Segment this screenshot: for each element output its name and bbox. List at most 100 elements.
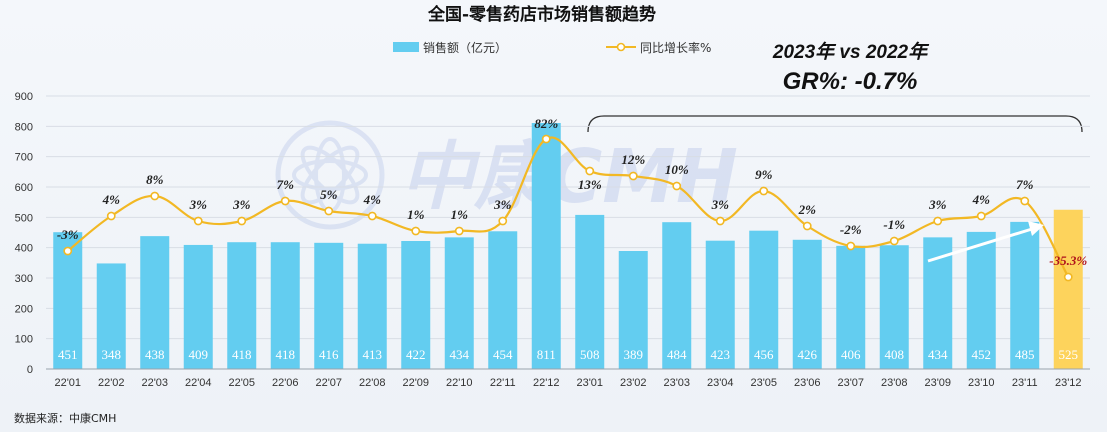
growth-label: 4% [363, 192, 382, 207]
growth-point-22'12 [541, 134, 551, 144]
bar-value-label: 434 [928, 347, 948, 362]
bar-22'04 [183, 244, 213, 369]
growth-label: 82% [534, 116, 558, 131]
bar-value-label: 409 [189, 347, 209, 362]
bar-22'11 [488, 231, 518, 369]
growth-label: -35.3% [1049, 253, 1087, 268]
growth-label: 3% [928, 197, 947, 212]
growth-point-23'09 [933, 216, 943, 226]
x-tick-label: 22'08 [359, 377, 386, 389]
bar-value-label: 416 [319, 347, 339, 362]
growth-label: 4% [972, 192, 991, 207]
legend-bar-swatch [393, 42, 419, 52]
growth-point-22'06 [280, 196, 290, 206]
growth-point-23'03 [672, 181, 682, 191]
bar-value-label: 434 [450, 347, 470, 362]
bar-22'06 [270, 242, 300, 369]
bar-23'04 [705, 240, 735, 369]
bar-23'10 [966, 231, 996, 369]
bar-value-label: 508 [580, 347, 600, 362]
growth-label: 13% [578, 177, 602, 192]
legend-line-label: 同比增长率% [640, 40, 711, 55]
bar-value-label: 456 [754, 347, 774, 362]
growth-label: 9% [755, 167, 773, 182]
y-tick-label: 100 [15, 334, 33, 346]
x-tick-label: 23'05 [750, 377, 777, 389]
bar-value-label: 452 [972, 347, 992, 362]
growth-point-22'11 [498, 216, 508, 226]
growth-labels: -3% 4% 8% 3% 3% 7% 5% 4% 1% 1% 3% 82% 13% 12% 10% 3% 9% 2… [57, 116, 1087, 268]
x-tick-label: 22'12 [533, 377, 560, 389]
bar-value-label: 811 [537, 347, 556, 362]
y-tick-label: 500 [15, 212, 33, 224]
growth-point-23'12 [1063, 272, 1073, 282]
growth-point-23'10 [976, 211, 986, 221]
growth-line [63, 134, 1073, 282]
x-tick-label: 23'07 [837, 377, 864, 389]
bar-value-label: 418 [276, 347, 296, 362]
y-tick-label: 300 [15, 273, 33, 285]
growth-point-23'07 [846, 241, 856, 251]
growth-point-22'03 [150, 191, 160, 201]
growth-point-22'07 [324, 206, 334, 216]
chart-title: 全国-零售药店市场销售额趋势 [427, 4, 656, 25]
x-tick-label: 22'10 [446, 377, 473, 389]
y-axis: 0 100 200 300 400 500 600 700 800 900 [15, 91, 33, 376]
growth-label: 3% [189, 197, 208, 212]
x-tick-label: 23'09 [924, 377, 951, 389]
bar-22'09 [401, 240, 431, 369]
growth-label: 5% [320, 187, 338, 202]
bar-23'12 [1053, 209, 1083, 369]
x-tick-label: 22'01 [54, 377, 81, 389]
growth-label: -3% [57, 227, 79, 242]
bar-value-label: 423 [711, 347, 731, 362]
x-tick-label: 22'09 [402, 377, 429, 389]
x-tick-label: 23'02 [620, 377, 647, 389]
legend-line-marker [616, 42, 626, 52]
growth-label: 4% [102, 192, 121, 207]
growth-label: 1% [451, 207, 469, 222]
bar-value-label: 485 [1015, 347, 1035, 362]
growth-label: 3% [493, 197, 512, 212]
x-tick-label: 23'01 [576, 377, 603, 389]
bar-value-labels: 451 348 438 409 418 418 416 413 422 434 454 811 508 3… [58, 347, 1078, 362]
bar-23'11 [1010, 221, 1040, 369]
growth-label: 7% [277, 177, 295, 192]
growth-point-23'04 [715, 216, 725, 226]
annotation-line1: 2023年 vs 2022年 [772, 41, 930, 63]
growth-point-23'06 [802, 221, 812, 231]
annotation-line2: GR%: -0.7% [783, 68, 918, 95]
y-tick-label: 700 [15, 152, 33, 164]
x-tick-label: 23'06 [794, 377, 821, 389]
growth-label: 3% [232, 197, 251, 212]
bar-value-label: 451 [58, 347, 78, 362]
y-tick-label: 0 [27, 364, 33, 376]
bar-22'07 [314, 242, 344, 369]
bar-value-label: 348 [102, 347, 122, 362]
growth-label: 3% [711, 197, 730, 212]
bar-value-label: 422 [406, 347, 426, 362]
bars [53, 122, 1083, 369]
x-tick-label: 22'03 [141, 377, 168, 389]
bar-22'10 [444, 237, 474, 369]
growth-point-22'04 [193, 216, 203, 226]
growth-label: 10% [665, 162, 689, 177]
bar-23'02 [618, 251, 648, 369]
x-tick-label: 23'11 [1012, 377, 1038, 389]
x-axis: 22'01 22'02 22'03 22'04 22'05 22'06 22'07 22'08… [46, 368, 1090, 389]
growth-point-23'08 [889, 236, 899, 246]
bar-22'05 [227, 242, 257, 369]
bar-value-label: 426 [798, 347, 818, 362]
bar-23'08 [879, 245, 909, 369]
growth-label: 8% [146, 172, 164, 187]
bar-23'01 [575, 214, 605, 369]
y-tick-label: 600 [15, 182, 33, 194]
growth-point-23'02 [628, 171, 638, 181]
x-tick-label: 22'07 [315, 377, 342, 389]
flower-logo-icon [275, 120, 385, 230]
bar-value-label: 438 [145, 347, 165, 362]
growth-point-22'09 [411, 226, 421, 236]
x-tick-label: 22'04 [185, 377, 212, 389]
source-note: 数据来源：中康CMH [14, 411, 116, 425]
